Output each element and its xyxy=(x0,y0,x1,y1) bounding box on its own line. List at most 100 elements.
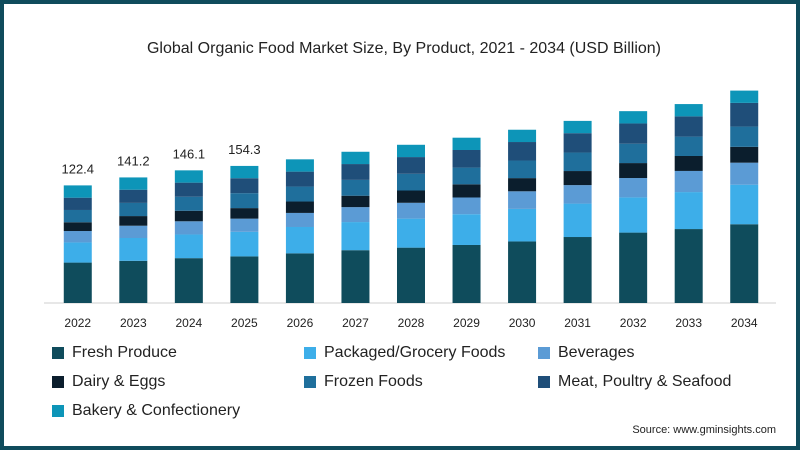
bar-segment-2028-series-2[interactable] xyxy=(397,202,425,219)
bar-segment-2023-series-1[interactable] xyxy=(119,238,148,261)
bar-segment-2033-series-6[interactable] xyxy=(674,104,703,117)
bar-segment-2022-series-6[interactable] xyxy=(63,185,92,198)
bar-segment-2029-series-2[interactable] xyxy=(452,197,481,215)
bar-segment-2023-series-5[interactable] xyxy=(119,189,148,203)
bar-segment-2032-series-2[interactable] xyxy=(619,178,648,198)
bar-segment-2034-series-4[interactable] xyxy=(730,126,759,147)
bar-segment-2025-series-6[interactable] xyxy=(230,165,259,179)
bar-segment-2030-series-5[interactable] xyxy=(508,142,537,161)
bar-segment-2030-series-6[interactable] xyxy=(508,129,537,143)
bar-segment-2027-series-4[interactable] xyxy=(341,179,370,196)
bar-segment-2022-series-1[interactable] xyxy=(63,242,92,263)
bar-segment-2027-series-2[interactable] xyxy=(341,207,370,223)
bar-segment-2022-series-4[interactable] xyxy=(63,209,92,223)
bar-segment-2031-series-6[interactable] xyxy=(563,120,592,134)
bar-segment-2031-series-5[interactable] xyxy=(563,133,592,153)
bar-segment-2026-series-0[interactable] xyxy=(285,253,314,303)
bar-segment-2024-series-3[interactable] xyxy=(174,210,203,222)
bar-segment-2031-series-0[interactable] xyxy=(563,237,592,303)
bar-segment-2026-series-1[interactable] xyxy=(285,226,314,254)
bar-segment-2023-series-4[interactable] xyxy=(119,202,148,217)
bar-segment-2033-series-0[interactable] xyxy=(674,229,703,303)
bar-segment-2030-series-0[interactable] xyxy=(508,241,537,303)
bar-segment-2032-series-0[interactable] xyxy=(619,232,648,303)
legend-item-1[interactable]: Packaged/Grocery Foods xyxy=(304,344,505,362)
bar-segment-2025-series-1[interactable] xyxy=(230,231,259,257)
bar-segment-2026-series-5[interactable] xyxy=(285,171,314,187)
bar-segment-2029-series-5[interactable] xyxy=(452,149,481,168)
bar-segment-2034-series-0[interactable] xyxy=(730,224,759,303)
bar-segment-2032-series-3[interactable] xyxy=(619,163,648,179)
bar-segment-2029-series-4[interactable] xyxy=(452,167,481,185)
legend-item-5[interactable]: Meat, Poultry & Seafood xyxy=(538,373,731,391)
bar-segment-2034-series-2[interactable] xyxy=(730,162,759,185)
bar-segment-2030-series-1[interactable] xyxy=(508,208,537,242)
bar-segment-2026-series-2[interactable] xyxy=(285,212,314,227)
bar-segment-2024-series-5[interactable] xyxy=(174,182,203,197)
bar-segment-2028-series-3[interactable] xyxy=(397,190,425,203)
bar-segment-2027-series-0[interactable] xyxy=(341,250,370,303)
bar-segment-2033-series-3[interactable] xyxy=(674,155,703,171)
bar-segment-2028-series-4[interactable] xyxy=(397,173,425,191)
bar-segment-2032-series-6[interactable] xyxy=(619,111,648,124)
bar-segment-2027-series-5[interactable] xyxy=(341,164,370,180)
bar-segment-2033-series-4[interactable] xyxy=(674,136,703,156)
bar-segment-2034-series-5[interactable] xyxy=(730,102,759,127)
bar-segment-2022-series-2[interactable] xyxy=(63,231,92,243)
bar-segment-2025-series-4[interactable] xyxy=(230,193,259,209)
bar-segment-2031-series-3[interactable] xyxy=(563,171,592,186)
bar-segment-2028-series-0[interactable] xyxy=(397,247,425,303)
bar-segment-2025-series-2[interactable] xyxy=(230,218,259,232)
bar-segment-2031-series-2[interactable] xyxy=(563,185,592,204)
bar-segment-2028-series-1[interactable] xyxy=(397,218,425,248)
legend-item-0[interactable]: Fresh Produce xyxy=(52,344,177,362)
bar-segment-2024-series-1[interactable] xyxy=(174,234,203,259)
bar-segment-2029-series-1[interactable] xyxy=(452,214,481,245)
bar-segment-2030-series-3[interactable] xyxy=(508,178,537,192)
legend-item-4[interactable]: Frozen Foods xyxy=(304,373,423,391)
bar-segment-2024-series-2[interactable] xyxy=(174,221,203,235)
bar-segment-2022-series-5[interactable] xyxy=(63,197,92,210)
bar-segment-2034-series-3[interactable] xyxy=(730,146,759,163)
bar-segment-2026-series-3[interactable] xyxy=(285,201,314,213)
legend-item-2[interactable]: Beverages xyxy=(538,344,635,362)
bar-segment-2027-series-6[interactable] xyxy=(341,151,370,165)
bar-segment-2033-series-5[interactable] xyxy=(674,116,703,137)
x-tick-label-2029: 2029 xyxy=(453,316,480,330)
bar-segment-2032-series-1[interactable] xyxy=(619,197,648,233)
bar-segment-2033-series-1[interactable] xyxy=(674,192,703,230)
bar-segment-2032-series-4[interactable] xyxy=(619,143,648,164)
total-label-2024: 146.1 xyxy=(173,146,206,161)
bar-segment-2025-series-0[interactable] xyxy=(230,256,259,303)
bar-segment-2027-series-1[interactable] xyxy=(341,222,370,251)
bar-segment-2032-series-5[interactable] xyxy=(619,123,648,144)
bar-segment-2034-series-1[interactable] xyxy=(730,184,759,225)
bar-segment-2028-series-5[interactable] xyxy=(397,157,425,174)
bar-segment-2030-series-2[interactable] xyxy=(508,191,537,209)
bar-segment-2033-series-2[interactable] xyxy=(674,170,703,193)
bar-segment-2026-series-4[interactable] xyxy=(285,186,314,202)
bar-segment-2030-series-4[interactable] xyxy=(508,160,537,179)
bar-segment-2022-series-0[interactable] xyxy=(63,262,92,303)
bar-segment-2025-series-5[interactable] xyxy=(230,178,259,194)
bar-segment-2029-series-3[interactable] xyxy=(452,184,481,198)
legend-item-3[interactable]: Dairy & Eggs xyxy=(52,373,165,391)
bar-segment-2024-series-6[interactable] xyxy=(174,170,203,183)
bar-segment-2031-series-1[interactable] xyxy=(563,203,592,238)
bar-segment-2022-series-3[interactable] xyxy=(63,222,92,232)
bar-segment-2031-series-4[interactable] xyxy=(563,152,592,172)
bar-segment-2026-series-6[interactable] xyxy=(285,159,314,172)
bar-segment-2029-series-0[interactable] xyxy=(452,244,481,303)
bar-segment-2024-series-0[interactable] xyxy=(174,258,203,303)
bar-segment-2023-series-6[interactable] xyxy=(119,177,148,190)
bar-segment-2023-series-0[interactable] xyxy=(119,260,148,303)
bar-segment-2028-series-6[interactable] xyxy=(397,144,425,158)
bar-segment-2023-series-2[interactable] xyxy=(119,225,148,239)
bar-segment-2024-series-4[interactable] xyxy=(174,196,203,211)
bar-segment-2027-series-3[interactable] xyxy=(341,195,370,208)
bar-segment-2034-series-6[interactable] xyxy=(730,90,759,103)
bar-segment-2025-series-3[interactable] xyxy=(230,208,259,219)
bar-segment-2023-series-3[interactable] xyxy=(119,216,148,226)
legend-item-6[interactable]: Bakery & Confectionery xyxy=(52,402,240,420)
bar-segment-2029-series-6[interactable] xyxy=(452,137,481,150)
